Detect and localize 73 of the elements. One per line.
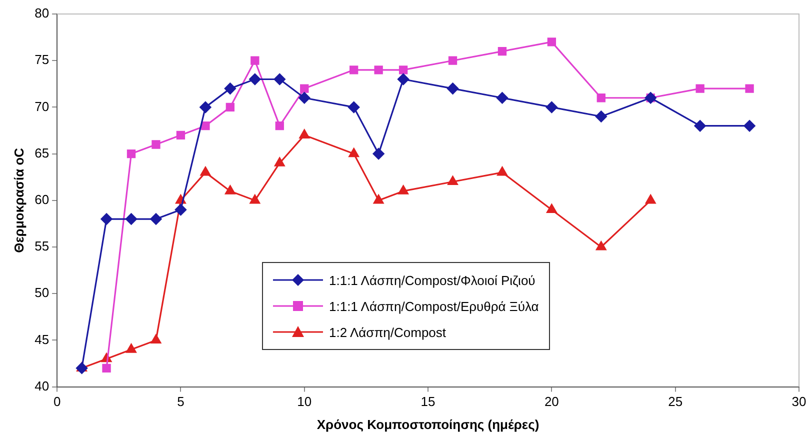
point — [595, 110, 607, 122]
point — [298, 92, 310, 104]
point — [596, 94, 606, 102]
point — [299, 129, 310, 138]
point — [696, 84, 704, 93]
point — [745, 84, 754, 93]
y-tick-label: 60 — [34, 192, 50, 207]
x-tick-label: 10 — [297, 394, 312, 410]
x-tick-label: 25 — [668, 394, 683, 410]
y-tick-label: 40 — [34, 378, 50, 394]
point — [200, 166, 211, 176]
point — [645, 194, 656, 204]
point — [446, 82, 459, 94]
point — [744, 120, 756, 132]
x-tick-label: 15 — [420, 394, 436, 410]
y-tick-label: 75 — [34, 52, 50, 68]
point — [152, 140, 160, 149]
point — [348, 101, 360, 113]
point — [150, 334, 162, 344]
x-tick-label: 5 — [177, 394, 184, 410]
point — [694, 120, 706, 132]
point — [398, 73, 410, 86]
legend-label: 1:1:1 Λάσπη/Compost/Ερυθρά Ξύλα — [329, 298, 539, 314]
point — [496, 92, 508, 104]
y-tick-label: 80 — [34, 6, 50, 21]
point — [398, 66, 408, 74]
x-axis-title: Χρόνος Κομποστοποίησης (ημέρες) — [316, 416, 540, 432]
point — [398, 185, 408, 194]
point — [102, 364, 111, 372]
point — [174, 204, 187, 216]
point — [274, 73, 286, 86]
point — [125, 213, 138, 225]
point — [350, 66, 358, 74]
point — [176, 130, 186, 140]
point — [150, 213, 162, 225]
y-tick-label: 65 — [34, 145, 50, 160]
point — [448, 176, 458, 186]
point — [126, 344, 136, 353]
point — [274, 157, 285, 166]
point — [226, 102, 235, 112]
legend-label: 1:1:1 Λάσπη/Compost/Φλοιοί Ριζιού — [329, 272, 536, 288]
y-axis-title: Θερμοκρασία oC — [11, 147, 26, 253]
point — [201, 122, 210, 130]
point — [224, 82, 236, 94]
legend-label: 1:2 Λάσπη/Compost — [329, 324, 446, 340]
point — [546, 204, 557, 214]
y-tick-label: 55 — [34, 238, 50, 254]
point — [275, 122, 284, 130]
point — [100, 213, 112, 225]
point — [372, 148, 384, 160]
point — [76, 362, 88, 374]
point — [374, 66, 383, 74]
point — [249, 73, 261, 86]
point — [546, 101, 558, 113]
y-tick-label: 45 — [34, 332, 50, 347]
x-tick-label: 30 — [792, 394, 806, 410]
point — [373, 194, 384, 204]
y-tick-label: 70 — [34, 98, 50, 114]
point — [225, 185, 236, 194]
point — [250, 56, 260, 65]
point — [126, 149, 136, 158]
point — [348, 148, 359, 158]
point — [498, 46, 507, 56]
x-tick-label: 0 — [53, 394, 61, 410]
x-tick-label: 20 — [544, 394, 559, 410]
y-tick-label: 50 — [34, 285, 50, 300]
point — [497, 166, 508, 176]
point — [200, 101, 212, 113]
point — [547, 38, 556, 46]
point — [250, 194, 260, 204]
point — [300, 84, 309, 93]
point — [448, 56, 458, 65]
point — [596, 241, 606, 250]
